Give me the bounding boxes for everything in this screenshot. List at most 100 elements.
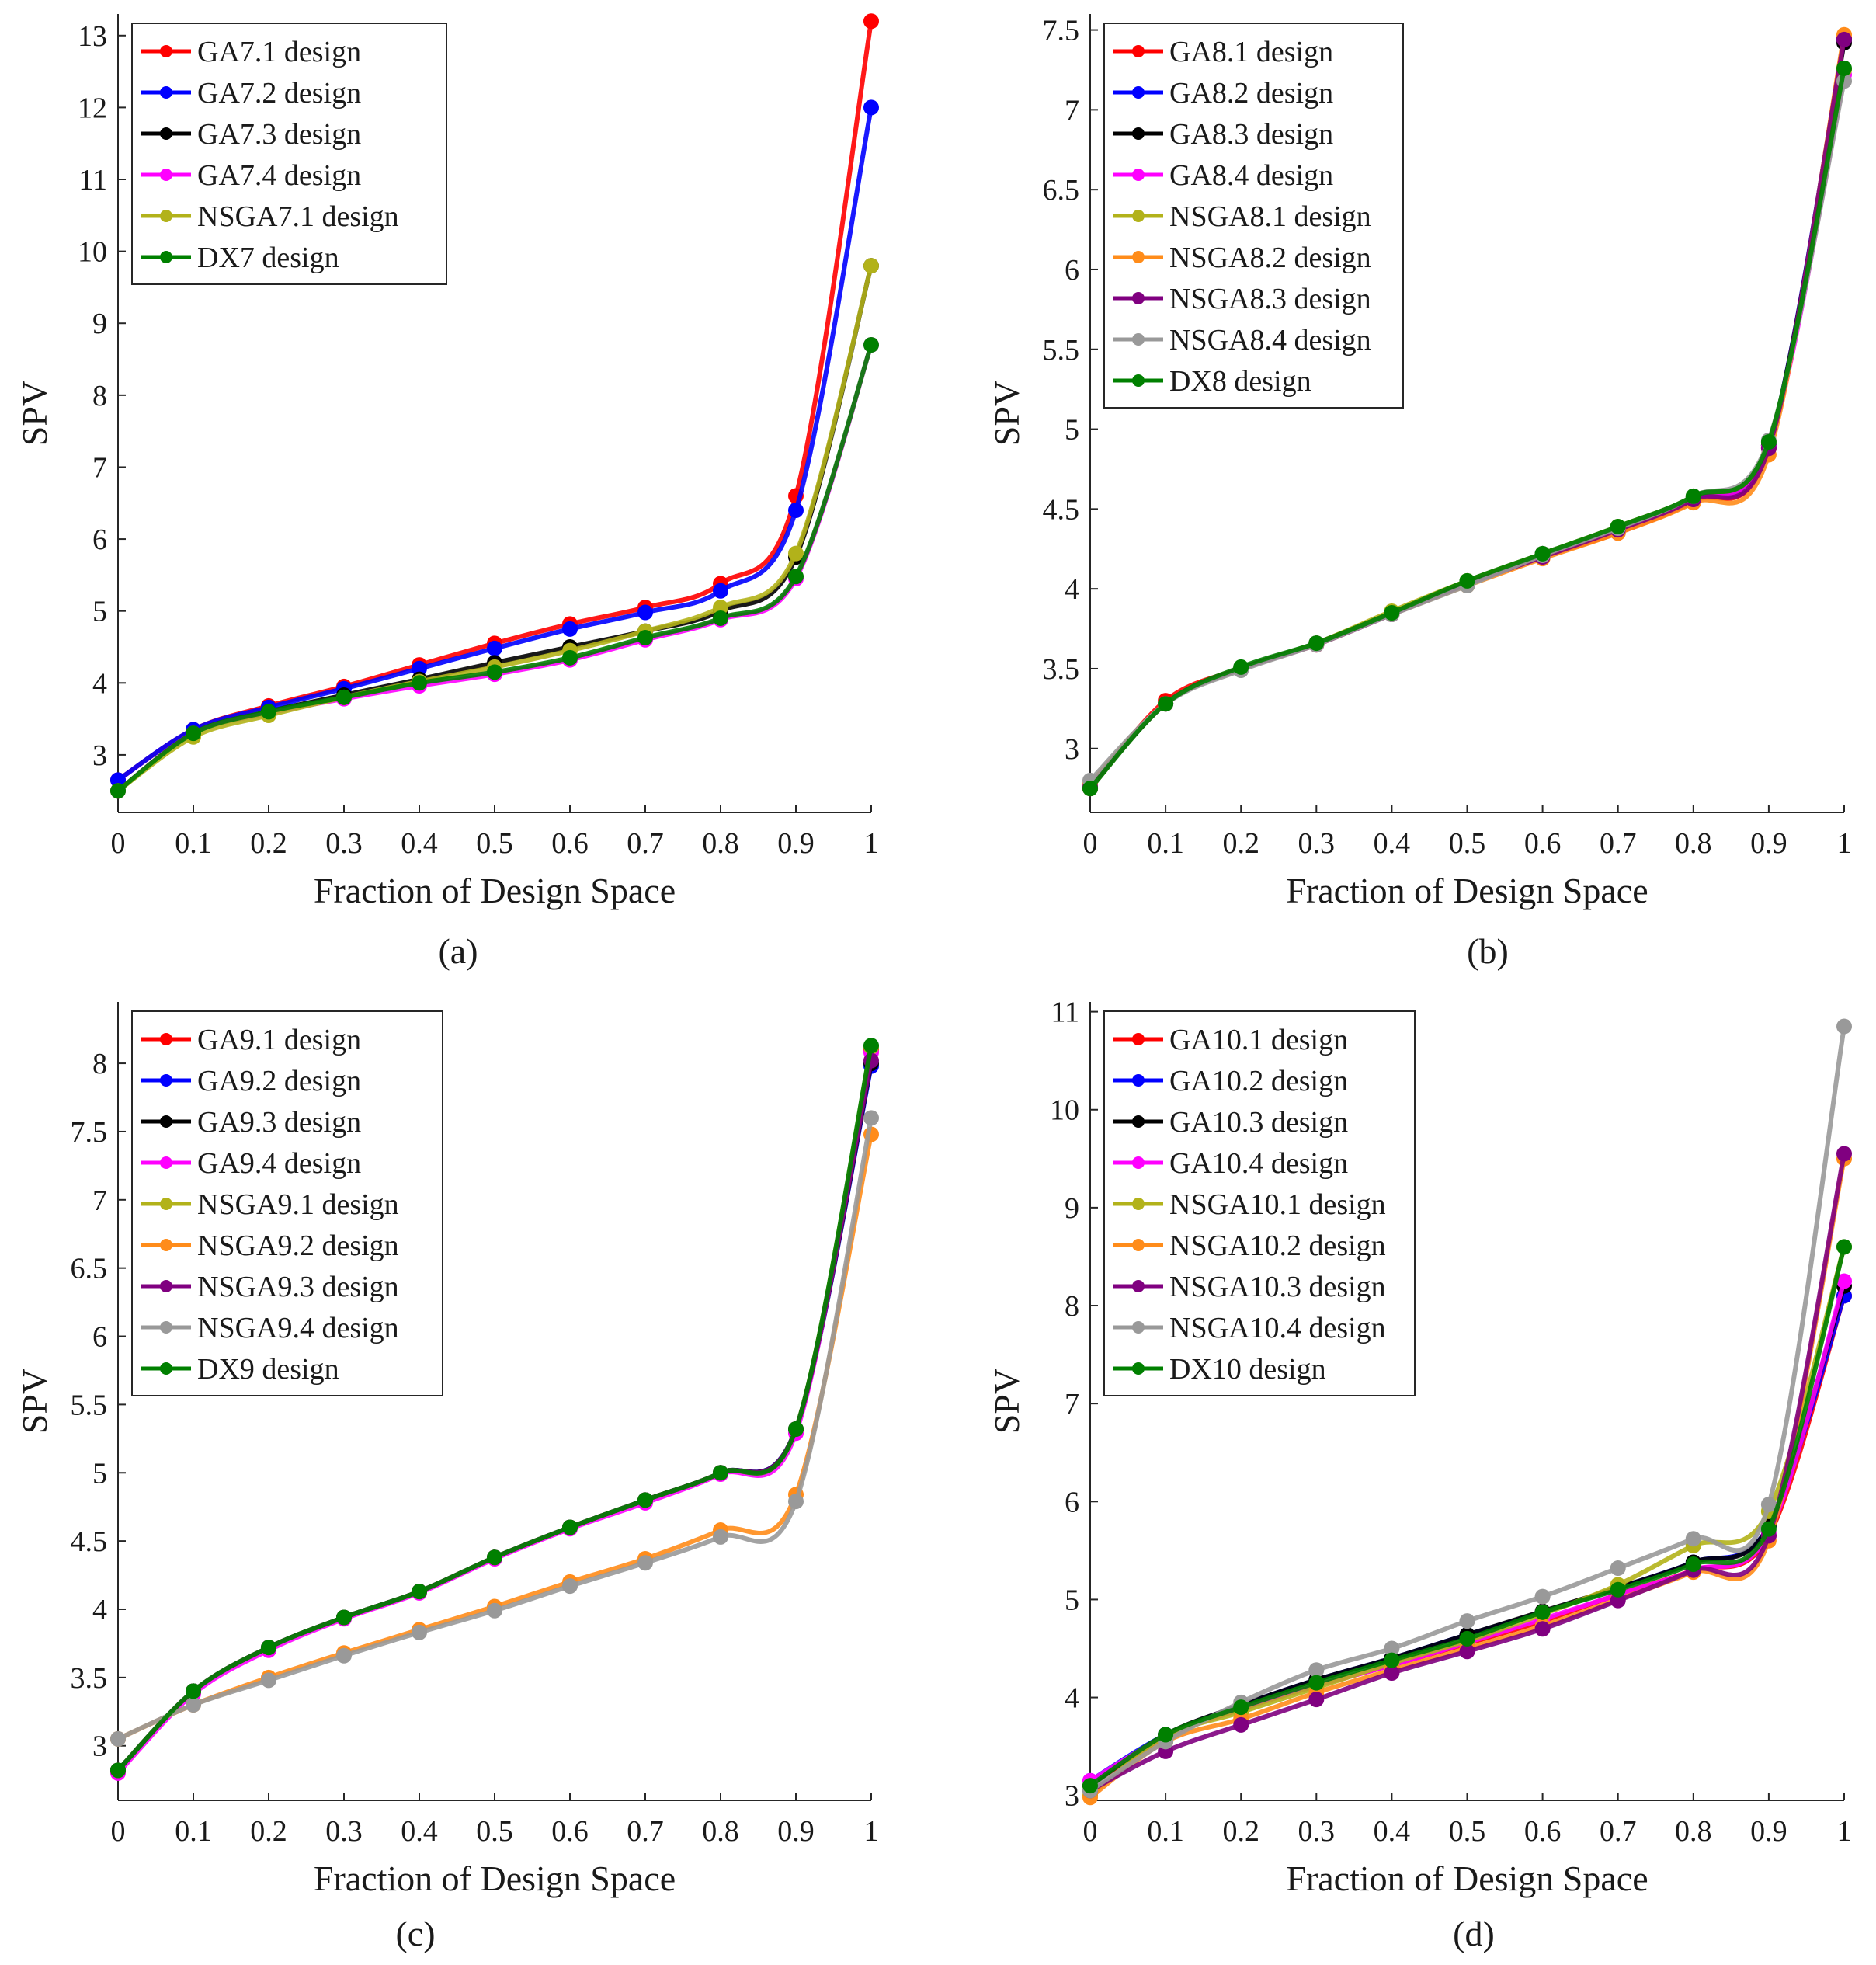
legend-label: NSGA8.3 design xyxy=(1169,283,1371,315)
x-tick-label: 0.8 xyxy=(702,1815,739,1848)
y-tick-label: 3.5 xyxy=(71,1662,108,1695)
data-point xyxy=(412,660,427,676)
data-point xyxy=(1233,1716,1249,1733)
x-tick-label: 0 xyxy=(1083,827,1098,860)
y-tick-label: 5.5 xyxy=(71,1389,108,1421)
y-tick-label: 9 xyxy=(1065,1192,1079,1225)
legend-marker xyxy=(1132,210,1145,222)
legend-label: NSGA9.2 design xyxy=(197,1229,399,1262)
data-point xyxy=(1836,31,1852,47)
data-point xyxy=(1384,605,1400,621)
data-point xyxy=(110,783,126,799)
y-tick-label: 3 xyxy=(92,739,107,772)
x-tick-label: 0.1 xyxy=(1147,827,1184,860)
legend-marker xyxy=(160,1362,172,1375)
x-tick-label: 0.3 xyxy=(1298,827,1336,860)
x-tick-label: 0.5 xyxy=(1449,1815,1486,1848)
legend-label: DX9 design xyxy=(197,1353,339,1386)
x-tick-label: 0.4 xyxy=(1374,827,1411,860)
data-point xyxy=(1760,1521,1777,1537)
x-tick-label: 1 xyxy=(864,827,879,860)
series-group xyxy=(1082,1239,1852,1794)
x-tick-label: 0 xyxy=(111,1815,126,1848)
data-point xyxy=(1534,1588,1551,1605)
legend-label: NSGA8.4 design xyxy=(1169,324,1371,356)
legend-marker xyxy=(1132,45,1145,57)
legend-label: GA10.3 design xyxy=(1169,1106,1348,1139)
y-tick-label: 6 xyxy=(1065,1486,1079,1518)
data-point xyxy=(1610,1592,1626,1609)
data-point xyxy=(1685,1556,1701,1573)
data-point xyxy=(1158,696,1174,712)
chart-panel: 0 0.1 0.2 0.3 0.4 0.5 0.6 0.7 0.8 0.9 1 3 4 5 6 7 8 9 10 11… xyxy=(987,996,1852,1953)
x-tick-label: 0.2 xyxy=(250,1815,287,1848)
data-point xyxy=(713,610,728,626)
y-axis-title: SPV xyxy=(15,381,54,446)
y-tick-label: 5 xyxy=(1065,414,1079,447)
data-point xyxy=(863,13,879,30)
data-point xyxy=(1836,1146,1852,1162)
data-point xyxy=(1685,1531,1701,1547)
data-point xyxy=(637,1492,653,1508)
data-point xyxy=(1534,1621,1551,1637)
x-tick-label: 0.4 xyxy=(401,1815,438,1848)
legend-box xyxy=(131,23,447,285)
y-tick-label: 11 xyxy=(1051,996,1079,1029)
x-tick-label: 0.1 xyxy=(175,827,212,860)
data-point xyxy=(1308,1692,1325,1708)
series-line xyxy=(116,263,874,794)
legend: GA10.1 design GA10.2 design GA10.3 design G… xyxy=(1103,1010,1416,1396)
data-point xyxy=(713,1465,728,1481)
data-point xyxy=(788,1421,804,1438)
y-tick-label: 6 xyxy=(92,523,107,556)
legend-label: GA9.4 design xyxy=(197,1147,361,1180)
legend-marker xyxy=(1132,1321,1145,1334)
series-group xyxy=(110,1110,879,1747)
legend-marker xyxy=(1132,251,1145,263)
x-tick-label: 1 xyxy=(864,1815,879,1848)
x-tick-label: 0.5 xyxy=(476,1815,513,1848)
data-point xyxy=(1308,635,1325,652)
y-tick-label: 3 xyxy=(1065,1780,1079,1813)
y-tick-label: 6 xyxy=(92,1321,107,1354)
chart-panel: 0 0.1 0.2 0.3 0.4 0.5 0.6 0.7 0.8 0.9 1 3 3.5 4 4.5 5 5.… xyxy=(987,14,1852,971)
legend-label: GA7.4 design xyxy=(197,159,361,192)
data-point xyxy=(562,621,578,637)
y-tick-label: 3 xyxy=(92,1730,107,1763)
series-group xyxy=(1082,60,1852,797)
series-group xyxy=(110,1038,879,1779)
legend-label: NSGA10.4 design xyxy=(1169,1312,1386,1344)
data-point xyxy=(788,545,804,562)
x-tick-label: 0.7 xyxy=(1600,827,1637,860)
legend-marker xyxy=(1132,1115,1145,1128)
legend-label: DX10 design xyxy=(1169,1353,1326,1386)
y-tick-label: 8 xyxy=(92,1048,107,1080)
y-tick-label: 5 xyxy=(92,1457,107,1490)
data-point xyxy=(186,1683,201,1699)
y-tick-label: 4 xyxy=(92,1594,107,1626)
y-tick-label: 3 xyxy=(1065,733,1079,766)
legend-label: DX7 design xyxy=(197,242,339,274)
data-point xyxy=(186,1696,201,1713)
data-point xyxy=(487,640,502,656)
x-tick-label: 0.5 xyxy=(476,827,513,860)
x-tick-label: 0.3 xyxy=(1298,1815,1336,1848)
data-point xyxy=(186,725,201,742)
data-point xyxy=(336,689,352,705)
legend-marker xyxy=(1132,86,1145,99)
legend-marker xyxy=(1132,333,1145,346)
data-point xyxy=(1384,1652,1400,1668)
legend-marker xyxy=(160,1115,172,1128)
data-point xyxy=(1459,572,1475,589)
x-tick-label: 1 xyxy=(1837,827,1852,860)
legend-marker xyxy=(160,1239,172,1251)
legend-label: GA8.4 design xyxy=(1169,159,1333,192)
x-tick-label: 0.4 xyxy=(1374,1815,1411,1848)
data-point xyxy=(1610,1560,1626,1577)
x-tick-label: 0.8 xyxy=(702,827,739,860)
data-point xyxy=(412,675,427,691)
data-point xyxy=(863,258,879,274)
data-point xyxy=(261,1672,276,1689)
legend-label: GA10.2 design xyxy=(1169,1065,1348,1097)
y-tick-label: 4.5 xyxy=(1043,493,1080,526)
